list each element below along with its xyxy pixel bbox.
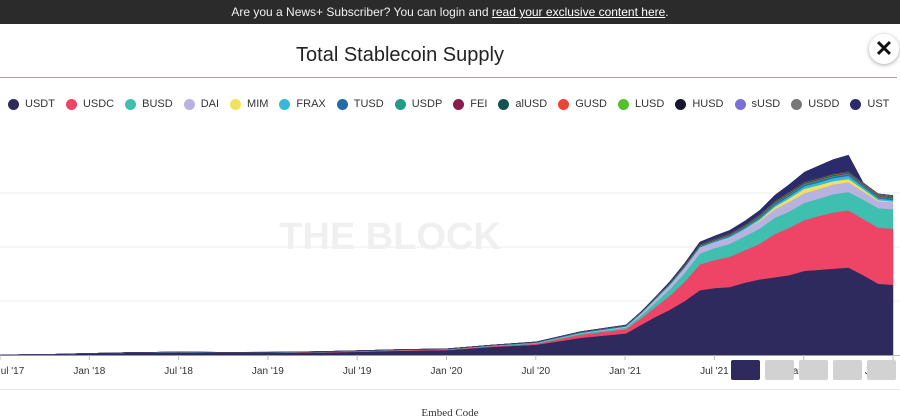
legend-label: MIM — [247, 98, 269, 110]
legend-label: BUSD — [142, 98, 173, 110]
legend-dot-icon — [183, 98, 195, 110]
x-tick-label: Jan '21 — [609, 366, 641, 377]
legend-label: USDC — [82, 98, 115, 110]
chart-watermark: THE BLOCK — [279, 216, 501, 258]
area-series-usdt — [0, 267, 894, 356]
legend-dot-icon — [279, 98, 291, 110]
range-button-5[interactable] — [867, 360, 896, 380]
legend-dot-icon — [65, 98, 77, 110]
legend-dot-icon — [850, 98, 862, 110]
legend-item-tusd[interactable]: TUSD — [336, 98, 384, 110]
legend-label: UST — [867, 98, 890, 110]
legend-dot-icon — [734, 98, 746, 110]
legend-label: USDP — [411, 98, 443, 110]
legend-dot-icon — [791, 98, 803, 110]
x-axis-ticks: Jul '17 Jan '18 Jul '18 Jan '19 Jul '19 Jan '… — [0, 355, 894, 377]
legend-item-susd[interactable]: sUSD — [734, 98, 781, 110]
range-button-4[interactable] — [833, 360, 862, 380]
legend-item-usdp[interactable]: USDP — [394, 98, 443, 110]
range-button-1[interactable] — [731, 360, 760, 380]
legend-dot-icon — [558, 98, 570, 110]
legend-item-ust[interactable]: UST — [850, 98, 889, 110]
legend-dot-icon — [394, 98, 406, 110]
legend-label: USDD — [808, 98, 840, 110]
legend-label: alUSD — [515, 98, 548, 110]
footer-divider — [0, 389, 900, 390]
legend-dot-icon — [8, 98, 19, 110]
subscriber-banner-suffix: . — [665, 5, 669, 19]
chart-legend: USDT USDC BUSD DAI MIM FRAX TUSD USDP FEI alUSD GU… — [8, 96, 889, 112]
chart-title: Total Stablecoin Supply — [296, 44, 504, 66]
legend-dot-icon — [125, 98, 137, 110]
legend-label: sUSD — [751, 98, 781, 110]
legend-item-frax[interactable]: FRAX — [279, 98, 326, 110]
legend-item-lusd[interactable]: LUSD — [617, 98, 665, 110]
x-tick-label: Jul '19 — [343, 366, 372, 377]
subscriber-banner-text: Are you a News+ Subscriber? You can logi… — [231, 5, 492, 19]
close-button[interactable]: ✕ — [869, 34, 899, 64]
legend-item-mim[interactable]: MIM — [230, 98, 268, 110]
x-tick-label: Jul '18 — [164, 366, 193, 377]
legend-dot-icon — [336, 98, 348, 110]
chart-modal: Total Stablecoin Supply ✕ USDT USDC BUSD DA… — [0, 24, 900, 419]
legend-item-usdc[interactable]: USDC — [65, 98, 115, 110]
legend-label: USDT — [25, 98, 55, 110]
legend-dot-icon — [675, 98, 687, 110]
legend-label: HUSD — [692, 98, 724, 110]
legend-item-fei[interactable]: FEI — [453, 98, 487, 110]
legend-dot-icon — [453, 98, 465, 110]
legend-item-dai[interactable]: DAI — [183, 98, 220, 110]
legend-item-alusd[interactable]: alUSD — [498, 98, 547, 110]
legend-label: FRAX — [296, 98, 326, 110]
area-series-ust — [0, 154, 894, 356]
legend-dot-icon — [498, 98, 510, 110]
title-divider — [0, 77, 897, 78]
x-tick-label: Jul '20 — [522, 366, 551, 377]
x-tick-label: Jan '20 — [431, 366, 463, 377]
x-tick-label: Jan '18 — [73, 366, 105, 377]
legend-item-busd[interactable]: BUSD — [125, 98, 173, 110]
x-tick-label: Jul '17 — [0, 366, 25, 377]
subscriber-banner: Are you a News+ Subscriber? You can logi… — [0, 0, 900, 24]
legend-item-usdd[interactable]: USDD — [791, 98, 839, 110]
legend-label: LUSD — [634, 98, 665, 110]
legend-label: DAI — [200, 98, 220, 110]
legend-item-husd[interactable]: HUSD — [675, 98, 724, 110]
exclusive-content-link[interactable]: read your exclusive content here — [491, 5, 666, 19]
legend-dot-icon — [230, 98, 242, 110]
legend-label: FEI — [470, 98, 488, 110]
time-range-selector — [731, 360, 900, 380]
legend-item-usdt[interactable]: USDT — [8, 98, 55, 110]
legend-dot-icon — [617, 98, 629, 110]
x-tick-label: Jan '19 — [252, 366, 284, 377]
legend-item-gusd[interactable]: GUSD — [558, 98, 607, 110]
range-button-2[interactable] — [765, 360, 794, 380]
x-tick-label: Jul '21 — [700, 366, 729, 377]
embed-code-link[interactable]: Embed Code — [421, 407, 479, 419]
legend-label: TUSD — [353, 98, 384, 110]
legend-label: GUSD — [575, 98, 607, 110]
range-button-3[interactable] — [799, 360, 828, 380]
